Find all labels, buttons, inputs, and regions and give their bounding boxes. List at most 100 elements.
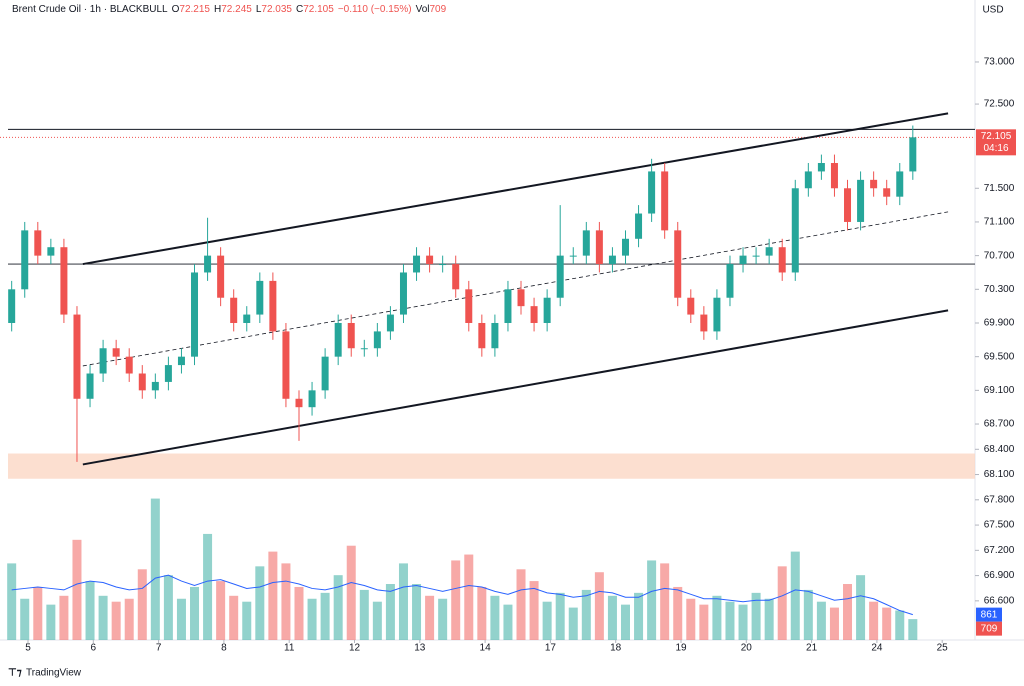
last-price-label: 72.105	[981, 131, 1012, 142]
volume-bar	[634, 592, 644, 640]
volume-bar	[686, 598, 696, 640]
volume-bar	[281, 563, 291, 640]
volume-bar	[307, 598, 317, 640]
candle-body	[138, 373, 146, 391]
candle-body	[125, 356, 133, 374]
y-tick-label: 71.100	[984, 217, 1015, 228]
candle-body	[857, 179, 865, 222]
volume-bar	[229, 595, 239, 640]
volume-bar	[150, 498, 160, 640]
support-zone	[8, 453, 975, 479]
trendline	[82, 309, 949, 466]
volume-bar	[412, 584, 422, 640]
candle-body	[687, 297, 695, 315]
volume-bar	[777, 566, 787, 640]
volume-bar	[699, 604, 709, 640]
x-tick-label: 7	[156, 643, 162, 654]
volume-bar	[790, 551, 800, 640]
header: Brent Crude Oil · 1h · BLACKBULL O72.215 H…	[12, 4, 447, 15]
candle-body	[504, 289, 512, 323]
candle-body	[99, 348, 107, 374]
candle-body	[373, 331, 381, 349]
y-tick-label: 68.100	[984, 469, 1015, 480]
candle-body	[452, 264, 460, 290]
candle-body	[191, 272, 199, 357]
volume-box	[976, 621, 1002, 636]
volume-label: 709	[981, 623, 998, 634]
volume-bar	[803, 589, 813, 640]
x-tick-label: 14	[480, 643, 492, 654]
volume-bar	[908, 619, 918, 640]
volume-bar	[294, 586, 304, 640]
candle-body	[752, 255, 760, 257]
volume-bar	[33, 586, 43, 640]
volume-bar	[568, 607, 578, 640]
brand-logo: ⊤⁊	[8, 668, 22, 679]
candle-body	[608, 255, 616, 265]
volume-bar	[372, 601, 382, 640]
field-label: O	[172, 4, 180, 15]
volume-bar	[46, 604, 56, 640]
candle-body	[700, 314, 708, 332]
candle-body	[282, 331, 290, 399]
volume-bar	[647, 560, 657, 640]
y-tick-label: 70.700	[984, 250, 1015, 261]
volume-bar	[712, 595, 722, 640]
volume-bar	[856, 575, 866, 640]
field-label: L	[256, 4, 262, 15]
candle-body	[635, 213, 643, 239]
y-tick-label: 70.300	[984, 284, 1015, 295]
candle-body	[478, 322, 486, 349]
candle-body	[883, 188, 891, 197]
volume-bar	[98, 595, 108, 640]
y-tick-label: 69.100	[984, 385, 1015, 396]
y-tick-label: 68.400	[984, 444, 1015, 455]
y-tick-label: 67.500	[984, 520, 1015, 531]
candle-body	[413, 255, 421, 273]
candle-body	[556, 255, 564, 298]
volume-bar	[7, 563, 17, 640]
volume-bar	[72, 539, 82, 640]
volume-bar	[490, 595, 500, 640]
volume-value: 709	[429, 4, 446, 15]
volume-bar	[581, 589, 591, 640]
y-tick-label: 66.600	[984, 595, 1015, 606]
x-tick-label: 13	[414, 643, 426, 654]
volume-bar	[203, 533, 213, 640]
candle-body	[778, 247, 786, 273]
y-tick-label: 67.200	[984, 545, 1015, 556]
x-tick-label: 21	[806, 643, 818, 654]
currency: USD	[982, 5, 1003, 16]
field-label: H	[214, 4, 221, 15]
volume-bar	[124, 598, 134, 640]
candle-body	[595, 230, 603, 265]
candle-body	[256, 280, 264, 315]
candle-body	[177, 356, 185, 366]
volume-bar	[816, 601, 826, 640]
candle-body	[726, 264, 734, 298]
volume-bar	[398, 563, 408, 640]
field-value: 72.215	[179, 4, 210, 15]
candle-body	[112, 348, 120, 357]
x-tick-label: 6	[91, 643, 97, 654]
last-price-box	[976, 129, 1016, 156]
candle-body	[360, 348, 368, 350]
volume-bar	[176, 598, 186, 640]
candle-body	[765, 247, 773, 256]
volume-bar	[503, 604, 513, 640]
y-tick-label: 72.500	[984, 99, 1015, 110]
candle-body	[830, 163, 838, 189]
volume-bar	[385, 584, 395, 640]
field-label: C	[296, 4, 303, 15]
countdown-label: 04:16	[983, 143, 1008, 154]
header-text: Brent Crude Oil · 1h · BLACKBULL O72.215 H…	[12, 4, 447, 15]
candle-body	[674, 230, 682, 298]
candle-body	[321, 356, 329, 391]
volume-ma-line	[11, 574, 913, 616]
x-tick-label: 8	[221, 643, 227, 654]
x-tick-label: 25	[937, 643, 949, 654]
x-tick-label: 17	[545, 643, 557, 654]
candle-body	[295, 398, 303, 408]
